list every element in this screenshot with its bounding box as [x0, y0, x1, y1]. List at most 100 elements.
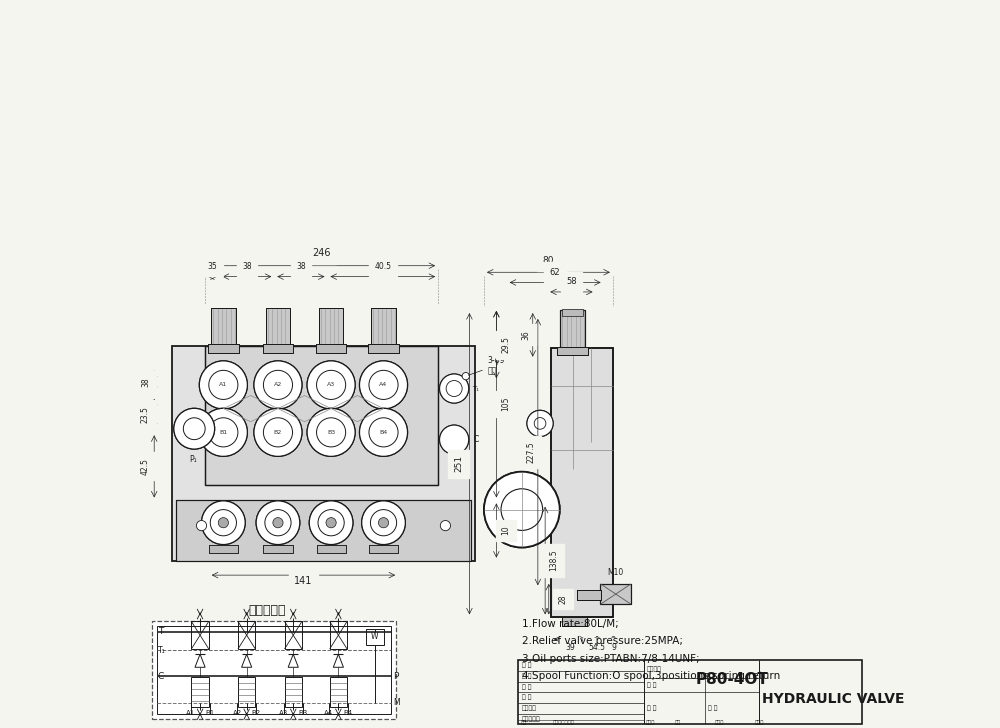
- Bar: [205, 346, 438, 486]
- Text: 标记: 标记: [521, 720, 527, 725]
- Text: B3: B3: [327, 430, 335, 435]
- Text: 62: 62: [550, 268, 560, 277]
- Circle shape: [199, 361, 247, 409]
- Bar: [577, 590, 601, 600]
- Circle shape: [202, 501, 245, 545]
- Bar: [560, 310, 585, 348]
- Text: 38: 38: [141, 377, 150, 387]
- Bar: [371, 308, 396, 346]
- Text: A3: A3: [279, 711, 288, 716]
- Circle shape: [527, 411, 553, 437]
- Circle shape: [359, 408, 408, 456]
- Bar: [368, 344, 399, 353]
- Polygon shape: [288, 654, 298, 668]
- Text: 1.Flow rate:80L/M;: 1.Flow rate:80L/M;: [522, 619, 619, 629]
- Circle shape: [209, 418, 238, 447]
- Bar: [600, 584, 631, 604]
- Circle shape: [309, 501, 353, 545]
- Text: B1: B1: [219, 430, 227, 435]
- Text: 54.5: 54.5: [589, 644, 606, 652]
- Circle shape: [378, 518, 389, 528]
- Text: 描 画: 描 画: [522, 684, 531, 690]
- Polygon shape: [333, 654, 343, 668]
- Text: 10: 10: [501, 526, 510, 535]
- Text: A1: A1: [186, 711, 195, 716]
- Circle shape: [307, 361, 355, 409]
- Bar: [371, 308, 396, 346]
- Text: T: T: [159, 628, 164, 636]
- Circle shape: [199, 361, 247, 409]
- Text: T₁: T₁: [158, 646, 165, 655]
- Bar: [208, 344, 239, 353]
- Bar: [557, 347, 588, 355]
- Text: A1: A1: [219, 382, 227, 387]
- Text: 更改人: 更改人: [646, 720, 655, 725]
- Circle shape: [273, 518, 283, 528]
- Circle shape: [254, 408, 302, 456]
- Text: 80: 80: [543, 256, 554, 265]
- Bar: [208, 344, 239, 353]
- Bar: [369, 545, 398, 553]
- Circle shape: [183, 418, 205, 440]
- Bar: [557, 347, 588, 355]
- Text: A3: A3: [327, 382, 335, 387]
- Text: 审核号: 审核号: [755, 720, 764, 725]
- Text: A4: A4: [324, 711, 333, 716]
- Circle shape: [174, 408, 215, 449]
- Text: 35: 35: [208, 262, 217, 271]
- Bar: [176, 500, 471, 561]
- Text: A2: A2: [274, 382, 282, 387]
- Bar: [317, 545, 346, 553]
- Circle shape: [254, 361, 302, 409]
- Bar: [577, 590, 601, 600]
- Text: C: C: [158, 671, 164, 681]
- Text: 251: 251: [454, 455, 463, 472]
- Text: 校 对: 校 对: [522, 695, 531, 700]
- Circle shape: [440, 374, 469, 403]
- Circle shape: [359, 361, 408, 409]
- Bar: [518, 660, 862, 724]
- Bar: [560, 310, 585, 348]
- Circle shape: [307, 361, 355, 409]
- Text: 105: 105: [501, 397, 510, 411]
- Circle shape: [317, 418, 346, 447]
- Circle shape: [318, 510, 344, 536]
- Circle shape: [484, 472, 560, 547]
- Circle shape: [440, 374, 469, 403]
- Circle shape: [202, 501, 245, 545]
- Text: 标准化检查: 标准化检查: [522, 716, 541, 722]
- Text: B4: B4: [343, 711, 352, 716]
- Circle shape: [256, 501, 300, 545]
- Bar: [152, 621, 396, 719]
- Bar: [600, 584, 631, 604]
- Bar: [238, 622, 255, 649]
- Bar: [238, 678, 255, 707]
- Circle shape: [369, 371, 398, 400]
- Text: 141: 141: [294, 576, 313, 586]
- Bar: [211, 308, 236, 346]
- Text: A4: A4: [379, 382, 388, 387]
- Text: 39: 39: [565, 644, 575, 652]
- Text: 29.5: 29.5: [501, 336, 510, 353]
- Bar: [172, 346, 475, 561]
- Text: 138.5: 138.5: [549, 550, 558, 571]
- Bar: [562, 309, 583, 316]
- Circle shape: [359, 408, 408, 456]
- Text: 设 计: 设 计: [522, 662, 531, 668]
- Text: P80-4OT: P80-4OT: [696, 672, 769, 687]
- Bar: [176, 500, 471, 561]
- Circle shape: [199, 408, 247, 456]
- Bar: [330, 678, 347, 707]
- Circle shape: [440, 425, 469, 454]
- Circle shape: [326, 518, 336, 528]
- Text: 4.Spool Function:O spool,3positions,spring return: 4.Spool Function:O spool,3positions,spri…: [522, 671, 780, 681]
- Text: 38: 38: [296, 262, 306, 271]
- Text: B1: B1: [205, 711, 214, 716]
- Text: 40.5: 40.5: [374, 262, 391, 271]
- Text: 58: 58: [566, 277, 577, 286]
- Bar: [263, 545, 293, 553]
- Text: W: W: [371, 632, 379, 641]
- Text: 28: 28: [559, 594, 568, 604]
- Circle shape: [199, 408, 247, 456]
- Text: 制 图: 制 图: [522, 673, 531, 679]
